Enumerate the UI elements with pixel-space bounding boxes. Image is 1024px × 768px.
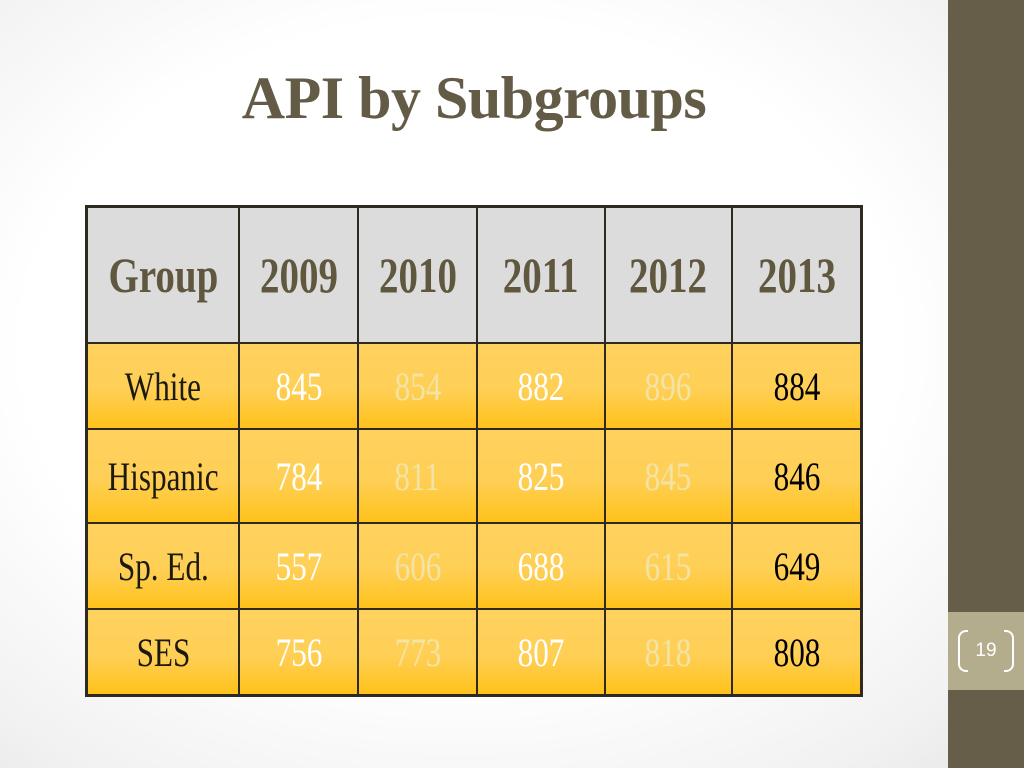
header-cell-2009: 2009: [238, 205, 359, 344]
page-number: 19: [975, 640, 997, 661]
page-number-frame: 19: [958, 630, 1014, 672]
value-cell-2013: 846: [731, 428, 863, 524]
value-cell-2009: 845: [238, 342, 359, 430]
left-brace-icon: [958, 630, 968, 672]
header-cell-2013: 2013: [731, 205, 863, 344]
value-cell-2011: 807: [476, 608, 606, 697]
page-number-box: 19: [948, 612, 1024, 690]
header-cell-2010: 2010: [356, 205, 479, 344]
right-brace-icon: [1004, 630, 1014, 672]
slide-title: API by Subgroups: [241, 65, 707, 131]
table-row: Sp. Ed. 557 606 688 615 649: [85, 522, 863, 610]
table-header-row: Group 2009 2010 2011 2012 2013: [85, 205, 863, 344]
group-cell: White: [85, 342, 241, 430]
group-cell: SES: [85, 608, 241, 697]
value-cell-2012: 818: [603, 608, 734, 697]
value-cell-2009: 756: [238, 608, 359, 697]
group-cell: Hispanic: [85, 428, 241, 524]
value-cell-2012: 896: [603, 342, 734, 430]
value-cell-2010: 606: [356, 522, 479, 610]
value-cell-2013: 884: [731, 342, 863, 430]
header-cell-2011: 2011: [476, 205, 606, 344]
table-row: White 845 854 882 896 884: [85, 342, 863, 430]
group-cell: Sp. Ed.: [85, 522, 241, 610]
value-cell-2009: 784: [238, 428, 359, 524]
value-cell-2012: 615: [603, 522, 734, 610]
value-cell-2010: 773: [356, 608, 479, 697]
header-cell-group: Group: [85, 205, 241, 344]
value-cell-2011: 825: [476, 428, 606, 524]
value-cell-2011: 882: [476, 342, 606, 430]
value-cell-2011: 688: [476, 522, 606, 610]
value-cell-2013: 649: [731, 522, 863, 610]
table-row: SES 756 773 807 818 808: [85, 608, 863, 697]
header-cell-2012: 2012: [603, 205, 734, 344]
api-subgroups-table: Group 2009 2010 2011 2012 2013 White 845…: [85, 205, 863, 697]
value-cell-2009: 557: [238, 522, 359, 610]
value-cell-2012: 845: [603, 428, 734, 524]
value-cell-2010: 811: [356, 428, 479, 524]
value-cell-2010: 854: [356, 342, 479, 430]
table-row: Hispanic 784 811 825 845 846: [85, 428, 863, 524]
value-cell-2013: 808: [731, 608, 863, 697]
